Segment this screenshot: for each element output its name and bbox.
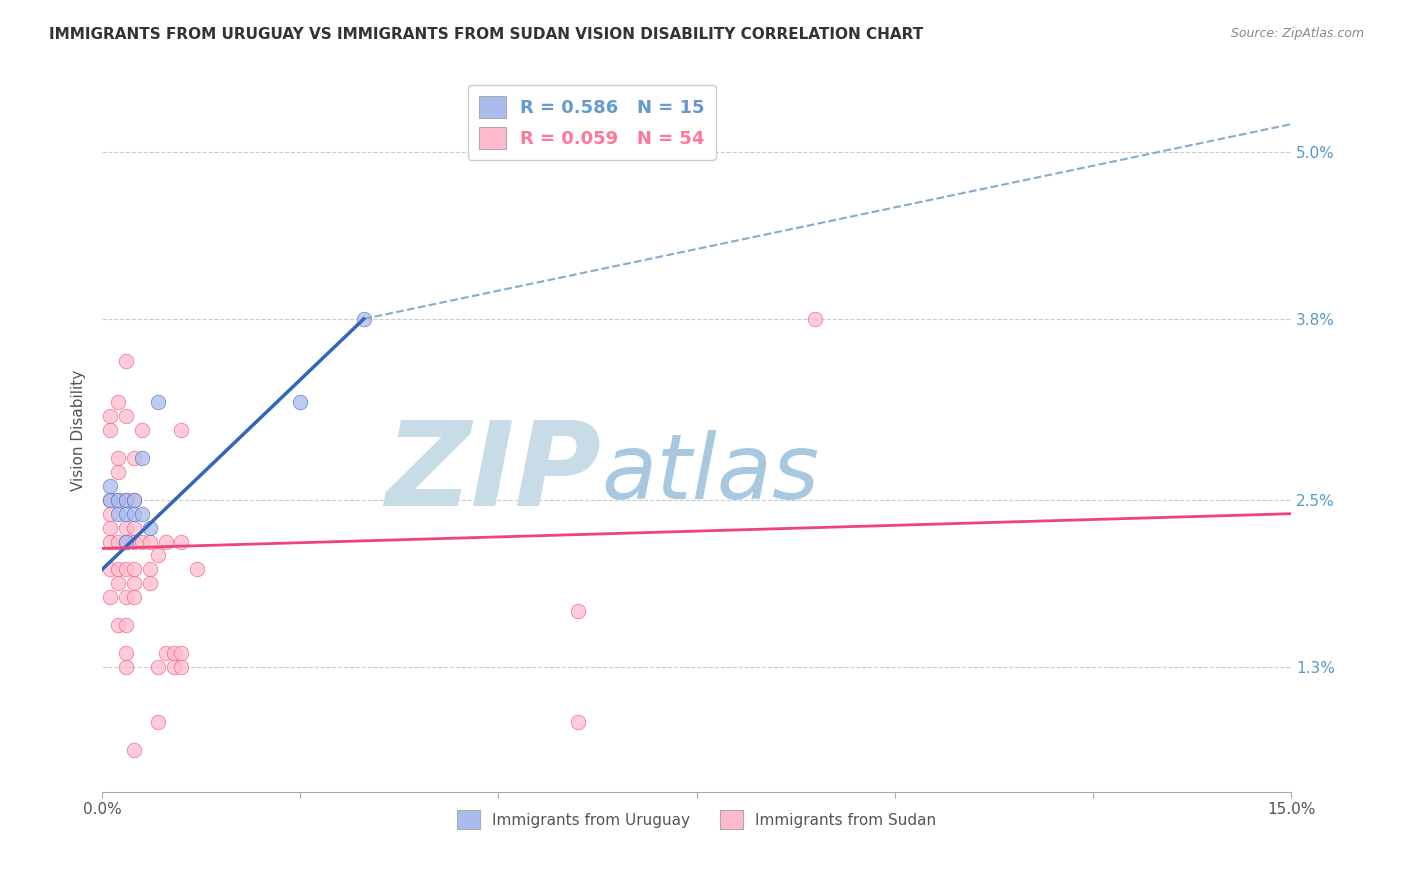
Point xyxy=(170,646,193,660)
Point xyxy=(131,534,153,549)
Point xyxy=(155,646,177,660)
Point xyxy=(107,576,129,591)
Point xyxy=(567,604,589,618)
Legend: Immigrants from Uruguay, Immigrants from Sudan: Immigrants from Uruguay, Immigrants from… xyxy=(450,804,942,835)
Point xyxy=(98,562,121,576)
Point xyxy=(122,507,145,521)
Point xyxy=(122,492,145,507)
Point xyxy=(107,465,129,479)
Point xyxy=(290,395,312,409)
Point xyxy=(122,562,145,576)
Point xyxy=(107,492,129,507)
Point xyxy=(353,312,375,326)
Point xyxy=(139,562,162,576)
Point xyxy=(170,423,193,437)
Text: atlas: atlas xyxy=(602,430,820,517)
Point xyxy=(115,562,138,576)
Text: ZIP: ZIP xyxy=(385,417,602,531)
Point xyxy=(115,659,138,673)
Point xyxy=(162,659,184,673)
Point xyxy=(115,353,138,368)
Text: IMMIGRANTS FROM URUGUAY VS IMMIGRANTS FROM SUDAN VISION DISABILITY CORRELATION C: IMMIGRANTS FROM URUGUAY VS IMMIGRANTS FR… xyxy=(49,27,924,42)
Point xyxy=(170,659,193,673)
Point xyxy=(131,423,153,437)
Point xyxy=(162,646,184,660)
Point xyxy=(98,507,121,521)
Point xyxy=(146,395,169,409)
Point xyxy=(115,646,138,660)
Point xyxy=(146,659,169,673)
Point xyxy=(98,590,121,604)
Point xyxy=(115,590,138,604)
Point xyxy=(146,549,169,563)
Point xyxy=(107,562,129,576)
Point xyxy=(131,451,153,466)
Point xyxy=(122,534,145,549)
Point xyxy=(107,395,129,409)
Point xyxy=(98,423,121,437)
Point xyxy=(139,534,162,549)
Point xyxy=(131,507,153,521)
Point xyxy=(115,534,138,549)
Point xyxy=(804,312,827,326)
Y-axis label: Vision Disability: Vision Disability xyxy=(72,369,86,491)
Point xyxy=(122,521,145,535)
Point xyxy=(107,451,129,466)
Point xyxy=(115,521,138,535)
Point xyxy=(98,479,121,493)
Point xyxy=(567,715,589,730)
Point xyxy=(107,507,129,521)
Point xyxy=(107,618,129,632)
Point xyxy=(155,534,177,549)
Point xyxy=(98,534,121,549)
Point xyxy=(122,743,145,757)
Point xyxy=(115,507,138,521)
Point xyxy=(115,409,138,424)
Text: Source: ZipAtlas.com: Source: ZipAtlas.com xyxy=(1230,27,1364,40)
Point xyxy=(186,562,208,576)
Point xyxy=(139,576,162,591)
Point xyxy=(122,492,145,507)
Point xyxy=(122,590,145,604)
Point xyxy=(98,492,121,507)
Point xyxy=(139,521,162,535)
Point xyxy=(98,492,121,507)
Point xyxy=(122,451,145,466)
Point xyxy=(107,534,129,549)
Point xyxy=(98,521,121,535)
Point xyxy=(107,492,129,507)
Point xyxy=(115,492,138,507)
Point xyxy=(115,534,138,549)
Point xyxy=(98,409,121,424)
Point xyxy=(170,534,193,549)
Point xyxy=(115,492,138,507)
Point xyxy=(122,576,145,591)
Point xyxy=(146,715,169,730)
Point xyxy=(115,618,138,632)
